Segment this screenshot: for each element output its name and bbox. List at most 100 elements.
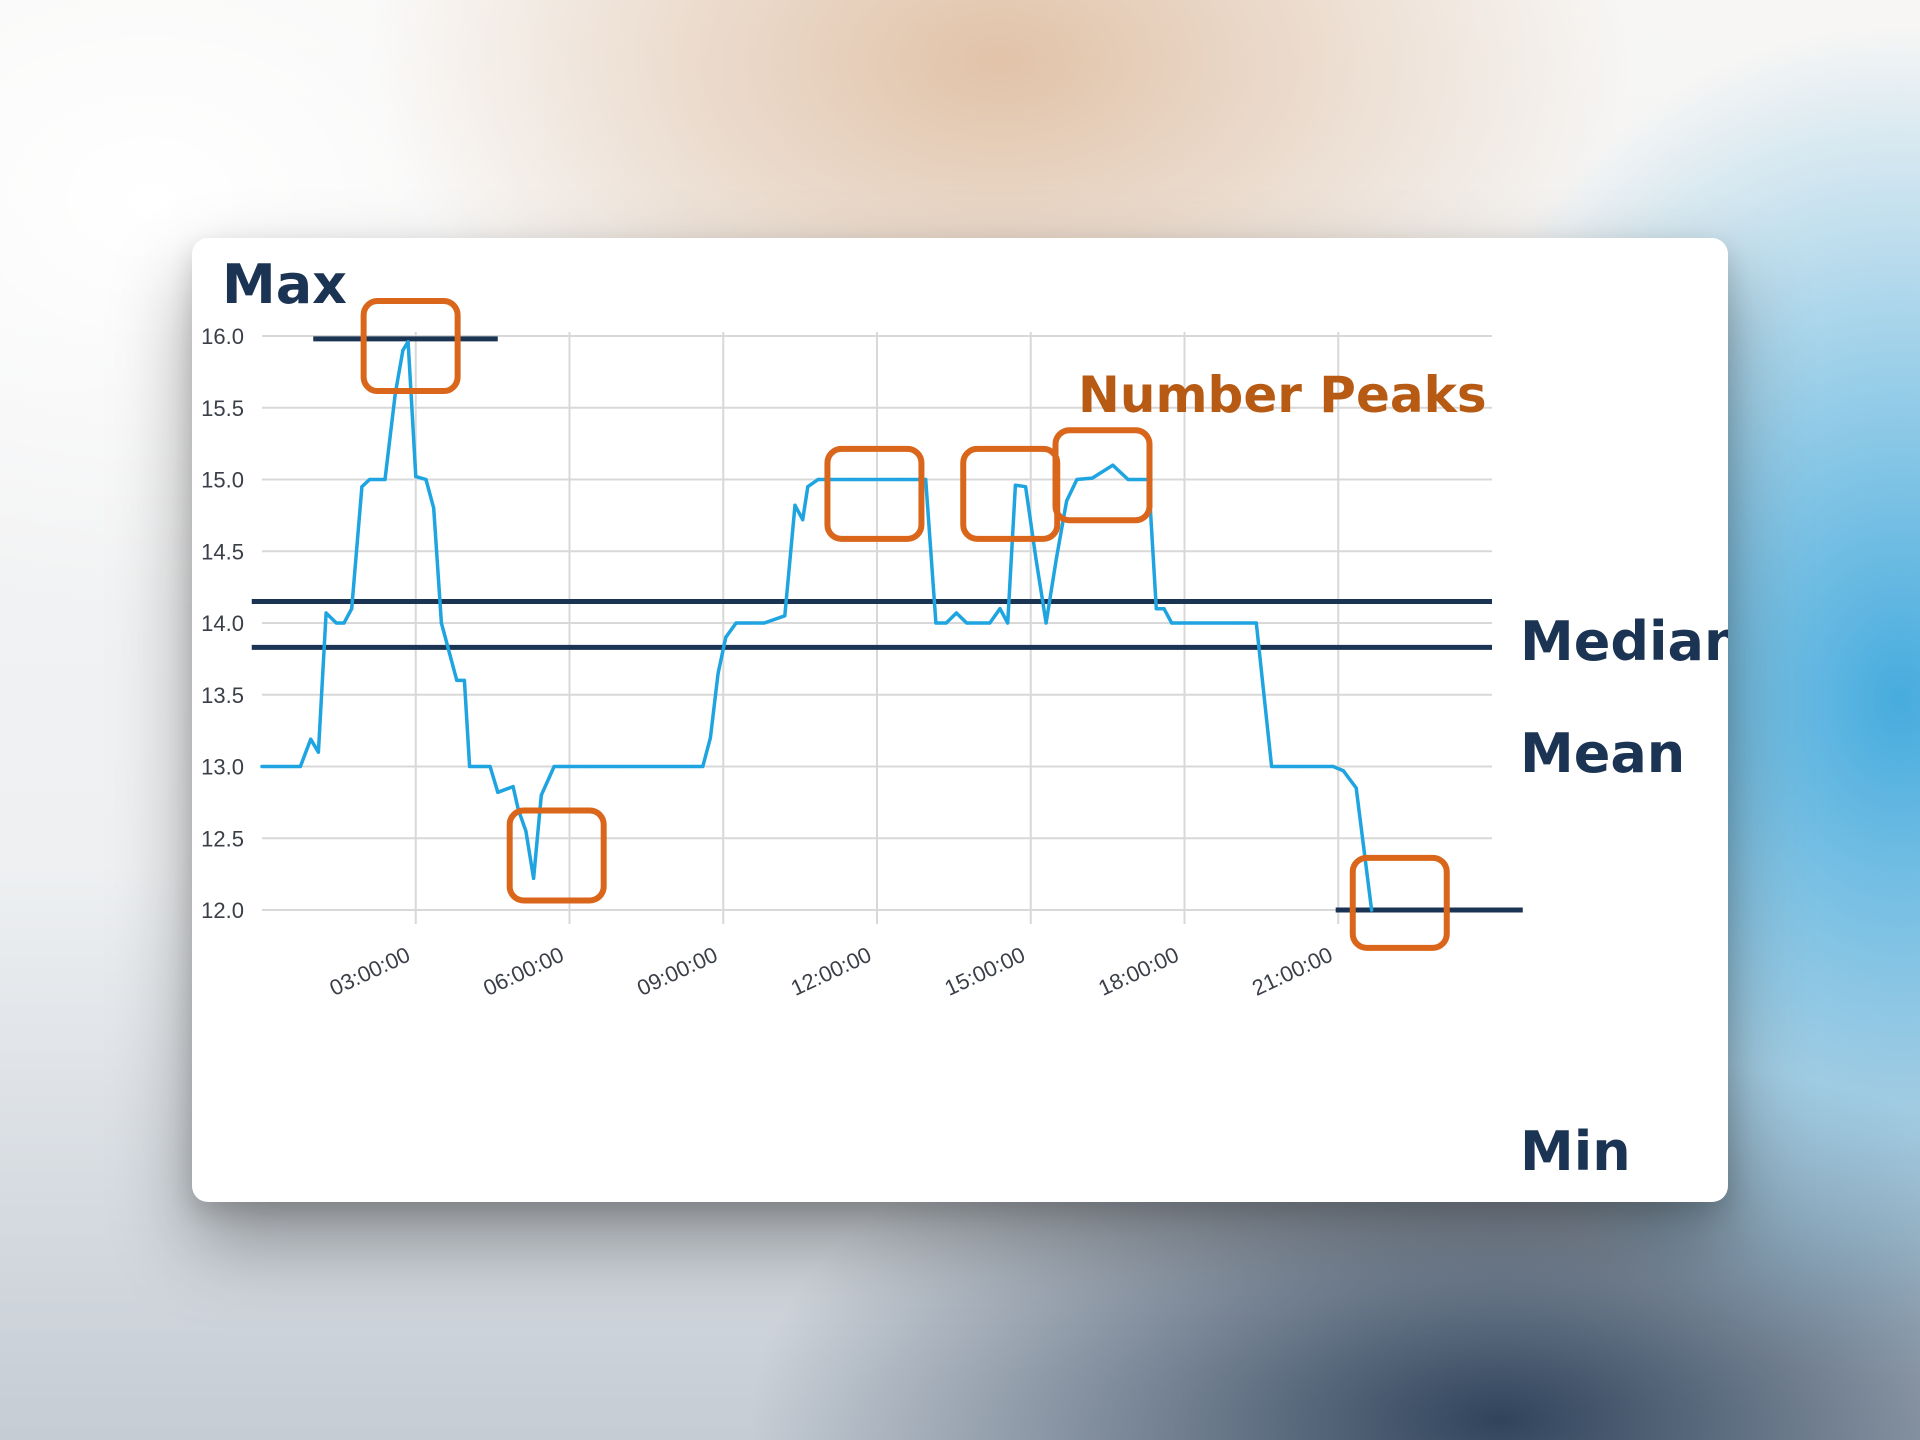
data-point bbox=[1006, 621, 1010, 625]
x-axis-ticks: 03:00:00 06:00:00 09:00:00 12:00:00 15:00:00… bbox=[326, 942, 1337, 1001]
data-point bbox=[524, 829, 528, 833]
y-tick-label: 12.5 bbox=[201, 826, 244, 851]
data-point bbox=[998, 607, 1002, 611]
x-tick-label: 09:00:00 bbox=[633, 942, 721, 1001]
data-point bbox=[934, 621, 938, 625]
data-point bbox=[316, 750, 320, 754]
x-tick-label: 06:00:00 bbox=[479, 942, 567, 1001]
data-point bbox=[447, 650, 451, 654]
peak-highlights bbox=[360, 298, 1450, 951]
data-point bbox=[801, 518, 805, 522]
data-point bbox=[816, 477, 820, 482]
data-point bbox=[324, 611, 328, 615]
peak-highlight-box bbox=[1052, 427, 1153, 524]
data-point bbox=[849, 477, 853, 482]
data-point bbox=[734, 621, 738, 625]
peak-highlight-box bbox=[960, 445, 1061, 542]
data-point bbox=[619, 764, 623, 769]
data-point bbox=[1024, 485, 1028, 489]
data-point bbox=[1295, 764, 1299, 769]
data-point bbox=[924, 477, 928, 482]
data-point bbox=[488, 764, 492, 769]
median-label: Median bbox=[1520, 610, 1728, 673]
data-point bbox=[944, 621, 948, 625]
data-point bbox=[368, 477, 372, 482]
data-point bbox=[1369, 908, 1374, 912]
y-tick-label: 14.5 bbox=[201, 539, 244, 564]
data-point bbox=[309, 737, 313, 741]
data-point bbox=[1044, 621, 1048, 625]
y-tick-label: 16.0 bbox=[201, 324, 244, 349]
data-point bbox=[511, 784, 515, 789]
data-point bbox=[414, 475, 418, 479]
x-tick-label: 21:00:00 bbox=[1248, 942, 1336, 1001]
data-point bbox=[342, 621, 346, 625]
data-point bbox=[724, 635, 728, 639]
max-label: Max bbox=[222, 253, 347, 316]
peak-highlight-box bbox=[824, 445, 925, 542]
data-point bbox=[406, 340, 410, 344]
data-point bbox=[496, 790, 500, 794]
data-point bbox=[350, 607, 354, 611]
reference-lines bbox=[251, 336, 1523, 913]
data-point bbox=[401, 348, 405, 352]
series-layer bbox=[260, 339, 1374, 912]
data-point bbox=[716, 671, 720, 675]
data-point bbox=[1126, 477, 1130, 482]
data-point bbox=[583, 764, 587, 769]
peak-highlight-box bbox=[1349, 854, 1450, 951]
data-point bbox=[1034, 556, 1038, 561]
data-point bbox=[552, 764, 556, 769]
data-point bbox=[1013, 483, 1017, 487]
x-tick-label: 03:00:00 bbox=[326, 942, 414, 1001]
data-point bbox=[539, 793, 543, 797]
data-point bbox=[1111, 463, 1115, 467]
chart-title: Number Peaks bbox=[1078, 366, 1487, 424]
y-tick-label: 13.0 bbox=[201, 755, 244, 780]
data-point bbox=[954, 611, 959, 615]
data-point bbox=[432, 506, 436, 510]
data-point bbox=[1154, 607, 1158, 611]
data-point bbox=[462, 678, 467, 682]
min-label: Min bbox=[1520, 1120, 1631, 1183]
data-point bbox=[793, 503, 797, 507]
x-tick-label: 12:00:00 bbox=[787, 942, 875, 1001]
data-point bbox=[532, 876, 536, 881]
data-point bbox=[965, 621, 969, 625]
data-point bbox=[1341, 769, 1345, 773]
y-tick-label: 13.5 bbox=[201, 683, 244, 708]
data-point bbox=[439, 621, 443, 625]
data-point bbox=[988, 621, 992, 625]
data-point bbox=[1254, 621, 1258, 625]
x-tick-label: 18:00:00 bbox=[1094, 942, 1182, 1001]
data-point bbox=[1331, 764, 1335, 769]
y-tick-label: 15.5 bbox=[201, 396, 244, 421]
data-point bbox=[1270, 764, 1274, 769]
data-point bbox=[1162, 607, 1166, 611]
data-point bbox=[475, 764, 479, 769]
y-tick-label: 12.0 bbox=[201, 898, 244, 923]
data-point bbox=[383, 477, 387, 482]
data-point bbox=[701, 764, 705, 769]
data-point bbox=[1170, 621, 1174, 625]
data-point bbox=[467, 764, 472, 769]
mean-label: Mean bbox=[1520, 722, 1685, 785]
data-point bbox=[573, 764, 577, 769]
data-point bbox=[483, 764, 487, 769]
data-point bbox=[560, 764, 564, 769]
data-point bbox=[298, 764, 303, 769]
peak-highlight-box bbox=[360, 298, 461, 395]
data-point bbox=[1234, 621, 1238, 625]
data-point bbox=[1188, 621, 1192, 625]
chart-card: 16.0 15.5 15.0 14.5 14.0 13.5 13.0 12.5 12.0 03:… bbox=[192, 238, 1728, 1202]
data-point bbox=[260, 764, 264, 769]
peak-highlight-box bbox=[506, 807, 607, 904]
data-point bbox=[747, 621, 751, 625]
data-point bbox=[1090, 476, 1094, 480]
data-point bbox=[334, 621, 338, 625]
data-point bbox=[455, 678, 459, 682]
data-point bbox=[901, 477, 905, 482]
data-point bbox=[762, 621, 766, 625]
data-point bbox=[1065, 499, 1069, 503]
series-line bbox=[260, 339, 1374, 912]
